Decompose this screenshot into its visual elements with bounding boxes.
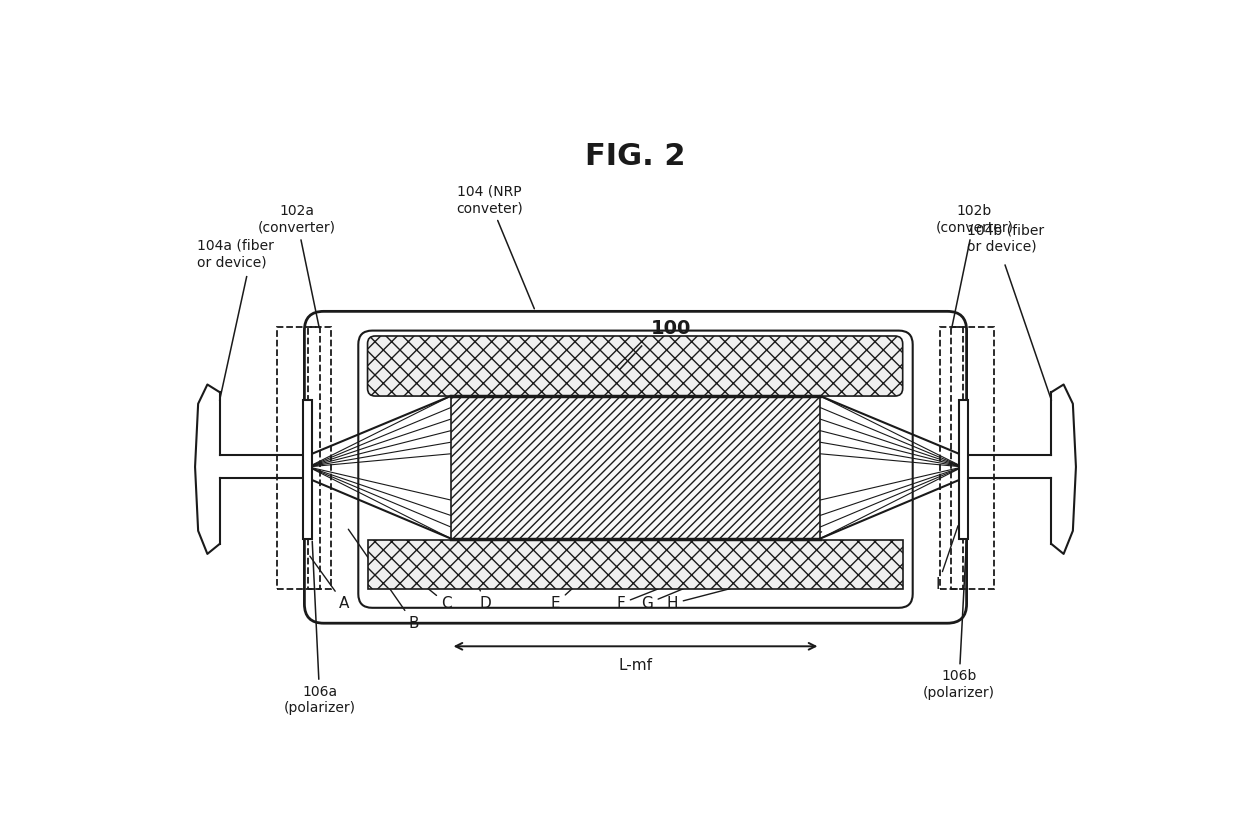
Bar <box>278 327 331 588</box>
Text: F: F <box>616 532 802 611</box>
Text: G: G <box>641 532 822 611</box>
Text: L-mf: L-mf <box>619 658 652 673</box>
Text: 100: 100 <box>651 320 691 339</box>
Text: 104a (fiber
or device): 104a (fiber or device) <box>197 239 274 269</box>
Text: I: I <box>936 525 959 592</box>
Bar <box>303 400 312 539</box>
Text: D: D <box>455 534 492 611</box>
Bar <box>959 400 968 539</box>
Bar <box>951 327 962 588</box>
Bar <box>940 327 993 588</box>
Text: 102a
(converter): 102a (converter) <box>258 204 336 328</box>
Text: C: C <box>387 555 453 611</box>
Text: E: E <box>551 533 634 611</box>
Text: 106b
(polarizer): 106b (polarizer) <box>923 541 994 700</box>
FancyBboxPatch shape <box>367 336 903 396</box>
Text: 102b
(converter): 102b (converter) <box>935 204 1013 328</box>
Text: 104b (fiber
or device): 104b (fiber or device) <box>967 223 1044 254</box>
Text: B: B <box>348 530 419 631</box>
Bar <box>309 327 320 588</box>
Polygon shape <box>450 396 821 539</box>
Text: FIG. 2: FIG. 2 <box>585 142 686 171</box>
Text: 106a
(polarizer): 106a (polarizer) <box>284 541 356 715</box>
Bar <box>367 540 903 588</box>
Text: 104 (NRP
conveter): 104 (NRP conveter) <box>456 185 534 309</box>
Text: H: H <box>666 547 890 611</box>
Text: A: A <box>310 556 350 611</box>
